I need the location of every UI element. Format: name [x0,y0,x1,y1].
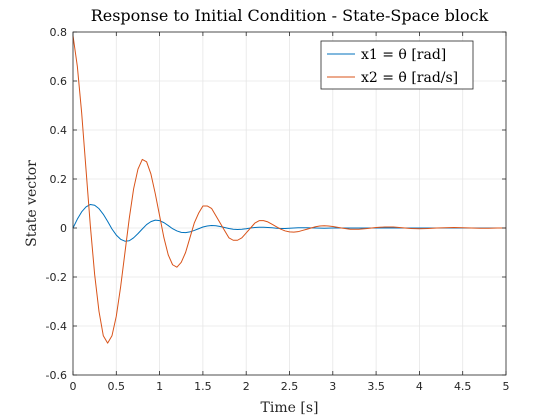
legend-label-2: x2 = θ̇ [rad/s] [361,70,458,86]
series-line-1 [72,203,506,242]
y-tick-label: 0.4 [50,124,68,137]
x-tick-label: 0 [70,380,77,393]
legend: x1 = θ [rad] x2 = θ̇ [rad/s] [320,40,474,90]
x-tick-label: 5 [503,380,510,393]
series-lines [72,35,506,344]
x-tick-label: 2 [243,380,250,393]
y-tick-label: -0.4 [46,320,67,333]
series-line-2 [72,35,506,344]
y-tick-label: 0.2 [50,173,68,186]
tick-labels: 0 0.5 1 1.5 2 2.5 3 3.5 4 4.5 5 -0.6 -0.4 -0.2 0 0.2 0.4… [46,26,510,393]
x-tick-label: 0.5 [108,380,126,393]
y-axis-label: State vector [24,160,40,247]
x-axis-label: Time [s] [261,400,319,416]
y-tick-label: 0.6 [50,75,68,88]
x-tick-label: 1.5 [194,380,212,393]
y-tick-label: 0 [60,222,67,235]
x-tick-label: 2.5 [281,380,299,393]
legend-box [320,40,474,90]
x-tick-label: 4.5 [454,380,472,393]
legend-label-1: x1 = θ [rad] [361,47,446,63]
y-tick-label: -0.2 [46,271,67,284]
ticks [72,31,507,376]
x-tick-label: 4 [416,380,423,393]
x-tick-label: 3.5 [367,380,385,393]
x-tick-label: 3 [329,380,336,393]
chart-title: Response to Initial Condition - State-Sp… [91,6,489,25]
y-tick-label: -0.6 [46,369,67,382]
y-tick-label: 0.8 [50,26,68,39]
x-tick-label: 1 [156,380,163,393]
